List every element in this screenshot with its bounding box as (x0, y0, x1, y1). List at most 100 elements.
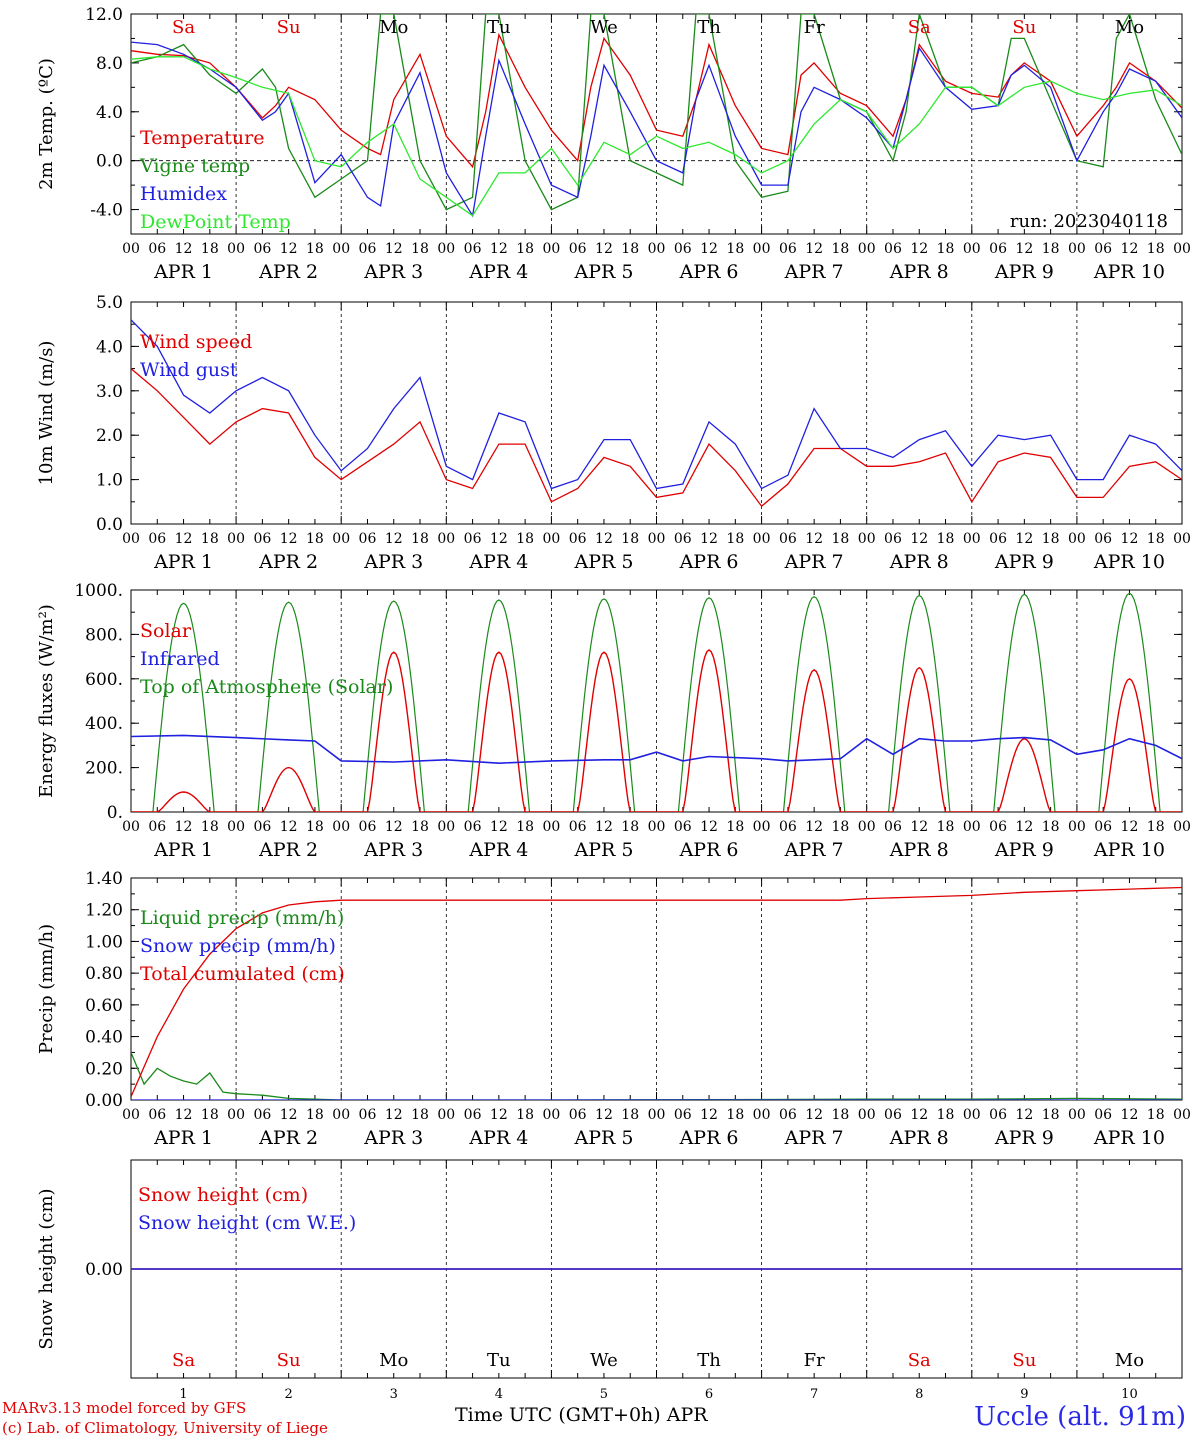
x-hour-label: 12 (175, 1107, 193, 1123)
x-hour-label: 00 (227, 531, 245, 547)
vigne-temp-line (131, 14, 1182, 211)
x-day-label: APR 7 (784, 551, 844, 573)
x-hour-label: 12 (385, 531, 403, 547)
y-tick-label: 8.0 (96, 54, 123, 74)
x-hour-label: 12 (595, 1107, 613, 1123)
legend-entry: Snow precip (mm/h) (140, 935, 336, 957)
x-hour-label: 18 (411, 1107, 429, 1123)
x-hour-label: 12 (805, 1107, 823, 1123)
x-hour-label: 06 (884, 1107, 902, 1123)
y-tick-label: 0.0 (96, 152, 123, 172)
weekday-label: Su (1012, 17, 1036, 38)
x-day-label: APR 8 (889, 551, 949, 573)
legend-entry: Snow height (cm W.E.) (138, 1212, 356, 1234)
x-hour-label: 00 (963, 819, 981, 835)
x-hour-label: 18 (1042, 1107, 1060, 1123)
x-day-label: APR 5 (573, 261, 633, 283)
x-hour-label: 00 (1173, 819, 1191, 835)
x-hour-label: 18 (1147, 1107, 1165, 1123)
x-day-label: APR 9 (994, 839, 1054, 861)
x-hour-label: 06 (569, 241, 587, 257)
x-hour-label: 00 (227, 819, 245, 835)
x-day-label: APR 9 (994, 261, 1054, 283)
x-hour-label: 18 (832, 531, 850, 547)
weekday-label: Tu (487, 1350, 511, 1371)
legend-entry: Snow height (cm) (138, 1184, 308, 1206)
x-hour-label: 18 (832, 241, 850, 257)
x-hour-label: 18 (516, 241, 534, 257)
day-number-label: 4 (495, 1387, 503, 1402)
x-hour-label: 00 (753, 1107, 771, 1123)
wind-gust-line (131, 319, 1182, 490)
x-day-label: APR 1 (153, 551, 213, 573)
x-hour-label: 06 (569, 531, 587, 547)
x-hour-label: 00 (542, 819, 560, 835)
weekday-label: Fr (804, 1350, 825, 1371)
x-hour-label: 18 (516, 819, 534, 835)
run-label: run: 2023040118 (1010, 211, 1168, 232)
series-layer (131, 592, 1182, 812)
x-hour-label: 12 (280, 1107, 298, 1123)
x-hour-label: 00 (122, 241, 140, 257)
liquid-precip-mm-h-line (131, 1052, 1182, 1100)
x-hour-label: 18 (937, 531, 955, 547)
legend-entry: Liquid precip (mm/h) (140, 907, 344, 929)
x-hour-label: 12 (385, 1107, 403, 1123)
x-hour-label: 06 (359, 531, 377, 547)
x-hour-label: 12 (280, 819, 298, 835)
x-hour-label: 06 (1094, 241, 1112, 257)
dewpoint-temp-line (131, 56, 1182, 217)
x-hour-label: 18 (726, 531, 744, 547)
x-hour-label: 06 (1094, 819, 1112, 835)
x-hour-label: 06 (1094, 1107, 1112, 1123)
day-number-label: 2 (285, 1387, 293, 1402)
x-hour-label: 06 (148, 1107, 166, 1123)
y-tick-label: 4.0 (96, 337, 123, 357)
day-number-label: 6 (705, 1387, 713, 1402)
x-day-label: APR 3 (363, 1127, 423, 1149)
x-hour-label: 18 (306, 1107, 324, 1123)
x-hour-label: 12 (805, 241, 823, 257)
day-number-label: 8 (915, 1387, 923, 1402)
x-hour-label: 00 (437, 1107, 455, 1123)
weekday-label: Sa (172, 17, 195, 38)
weekday-label: Sa (908, 1350, 931, 1371)
x-hour-label: 06 (464, 1107, 482, 1123)
toa-solar-line (131, 592, 1182, 812)
x-hour-label: 00 (1173, 531, 1191, 547)
y-tick-label: 0.60 (85, 996, 123, 1016)
weekday-label: Mo (379, 17, 408, 38)
x-hour-label: 06 (884, 819, 902, 835)
x-day-label: APR 10 (1093, 261, 1165, 283)
x-hour-label: 18 (1147, 241, 1165, 257)
x-hour-label: 06 (464, 819, 482, 835)
x-hour-label: 06 (989, 241, 1007, 257)
x-day-label: APR 7 (784, 261, 844, 283)
x-hour-label: 18 (726, 1107, 744, 1123)
x-hour-label: 12 (1015, 531, 1033, 547)
weekday-label: Th (697, 1350, 721, 1371)
x-day-label: APR 2 (258, 551, 318, 573)
x-hour-label: 00 (332, 1107, 350, 1123)
x-hour-label: 12 (385, 241, 403, 257)
x-day-label: APR 4 (468, 261, 528, 283)
weekday-label: Su (1012, 1350, 1036, 1371)
x-hour-label: 12 (490, 241, 508, 257)
x-hour-label: 12 (700, 1107, 718, 1123)
x-hour-label: 12 (490, 819, 508, 835)
x-hour-label: 12 (805, 819, 823, 835)
x-day-label: APR 4 (468, 551, 528, 573)
x-hour-label: 18 (621, 1107, 639, 1123)
y-tick-label: 0.00 (85, 1091, 123, 1111)
x-hour-label: 00 (1068, 1107, 1086, 1123)
wind-speed-line (131, 368, 1182, 508)
x-day-label: APR 5 (573, 551, 633, 573)
legend-entry: Top of Atmosphere (Solar) (140, 676, 393, 698)
x-hour-label: 00 (1068, 531, 1086, 547)
day-number-label: 10 (1121, 1387, 1138, 1402)
weekday-label: Su (277, 1350, 301, 1371)
x-hour-label: 06 (359, 241, 377, 257)
x-hour-label: 00 (858, 819, 876, 835)
x-hour-label: 12 (490, 531, 508, 547)
x-hour-label: 06 (569, 1107, 587, 1123)
